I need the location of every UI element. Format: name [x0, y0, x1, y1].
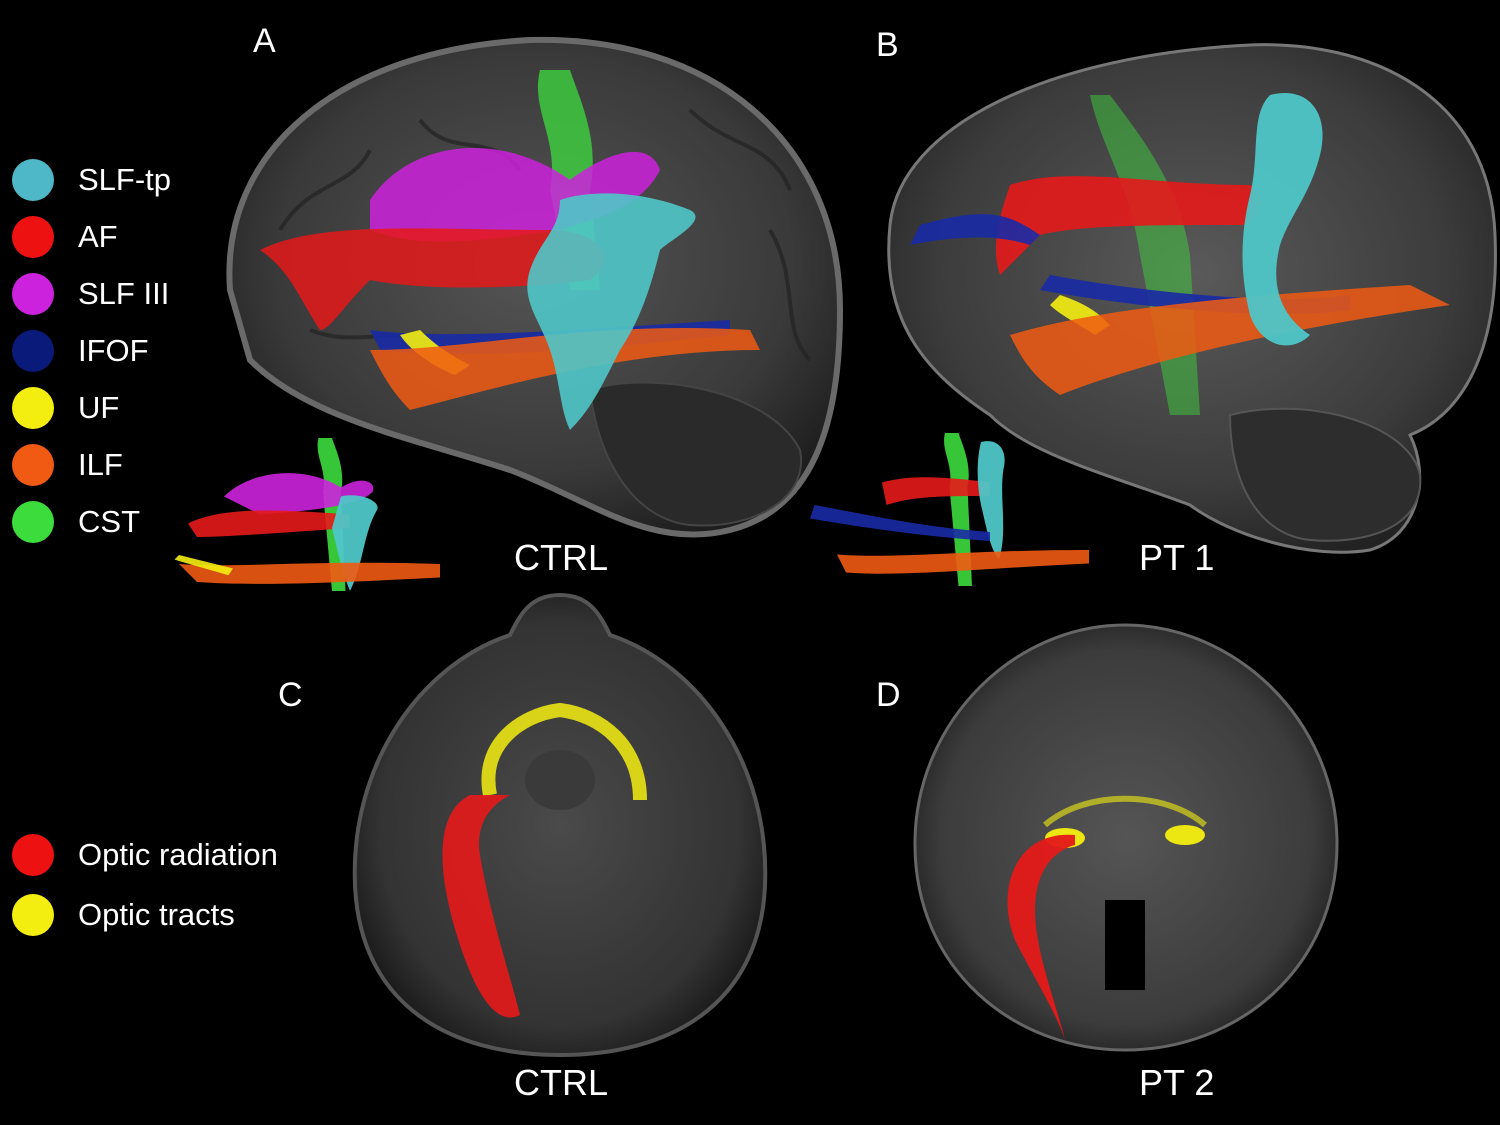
legend-label: SLF III: [78, 276, 170, 311]
legend-dot-icon: [12, 273, 54, 315]
legend-item-optic-radiation: Optic radiation: [12, 834, 278, 876]
tract-legend: SLF-tp AF SLF III IFOF UF ILF CST: [12, 159, 172, 559]
optic-tracts: [1043, 795, 1207, 828]
legend-label: UF: [78, 390, 120, 425]
panel-d-axial-mri: [913, 623, 1339, 1052]
legend-item-slf-iii: SLF III: [12, 273, 171, 315]
panel-d-caption: PT 2: [1139, 1062, 1215, 1103]
cerebellum: [588, 381, 803, 527]
panel-a-caption: CTRL: [514, 537, 609, 578]
panel-c-caption: CTRL: [514, 1062, 609, 1103]
legend-label: CST: [78, 504, 140, 539]
legend-label: SLF-tp: [78, 162, 172, 197]
af-tract: [260, 228, 605, 330]
legend-dot-icon: [12, 159, 54, 201]
panel-d-letter: D: [876, 676, 901, 714]
ilf-tract: [1010, 285, 1450, 395]
inset-tractography: [174, 438, 440, 591]
legend-item-optic-tracts: Optic tracts: [12, 894, 278, 936]
panel-b-letter: B: [876, 26, 899, 64]
ifof-tract: [910, 214, 1040, 245]
panel-b-sagittal-mri: [810, 43, 1497, 586]
panel-a-letter: A: [253, 22, 276, 60]
legend-item-uf: UF: [12, 387, 171, 429]
legend-item-ilf: ILF: [12, 444, 171, 486]
legend-label: AF: [78, 219, 118, 254]
brain-outline: [352, 592, 768, 1058]
af-tract: [995, 176, 1261, 275]
legend-label: IFOF: [78, 333, 149, 368]
legend-dot-icon: [12, 444, 54, 486]
optic-legend: Optic radiation Optic tracts: [12, 834, 278, 955]
legend-dot-icon: [12, 216, 54, 258]
panel-c-axial-mri: [352, 592, 768, 1058]
legend-item-ifof: IFOF: [12, 330, 171, 372]
legend-label: Optic tracts: [78, 897, 235, 932]
optic-radiation: [442, 795, 520, 1018]
optic-tract-right: [1165, 825, 1205, 845]
legend-dot-icon: [12, 834, 54, 876]
legend-item-af: AF: [12, 216, 171, 258]
legend-label: Optic radiation: [78, 837, 278, 872]
legend-item-cst: CST: [12, 501, 171, 543]
slf-tp-tract: [1242, 93, 1323, 346]
slf-tp-tract: [527, 193, 696, 430]
midline-shadow: [1105, 900, 1145, 990]
legend-item-slf-tp: SLF-tp: [12, 159, 172, 201]
optic-tracts: [481, 702, 647, 801]
legend-dot-icon: [12, 894, 54, 936]
legend-dot-icon: [12, 501, 54, 543]
legend-label: ILF: [78, 447, 123, 482]
legend-dot-icon: [12, 330, 54, 372]
panel-c-letter: C: [278, 676, 303, 714]
midbrain: [525, 750, 595, 810]
legend-dot-icon: [12, 387, 54, 429]
panel-a-sagittal-mri: [174, 36, 844, 591]
inset-tractography: [810, 433, 1089, 586]
cerebellum: [1228, 407, 1422, 542]
optic-radiation: [1007, 834, 1075, 1040]
panel-b-caption: PT 1: [1139, 537, 1215, 578]
